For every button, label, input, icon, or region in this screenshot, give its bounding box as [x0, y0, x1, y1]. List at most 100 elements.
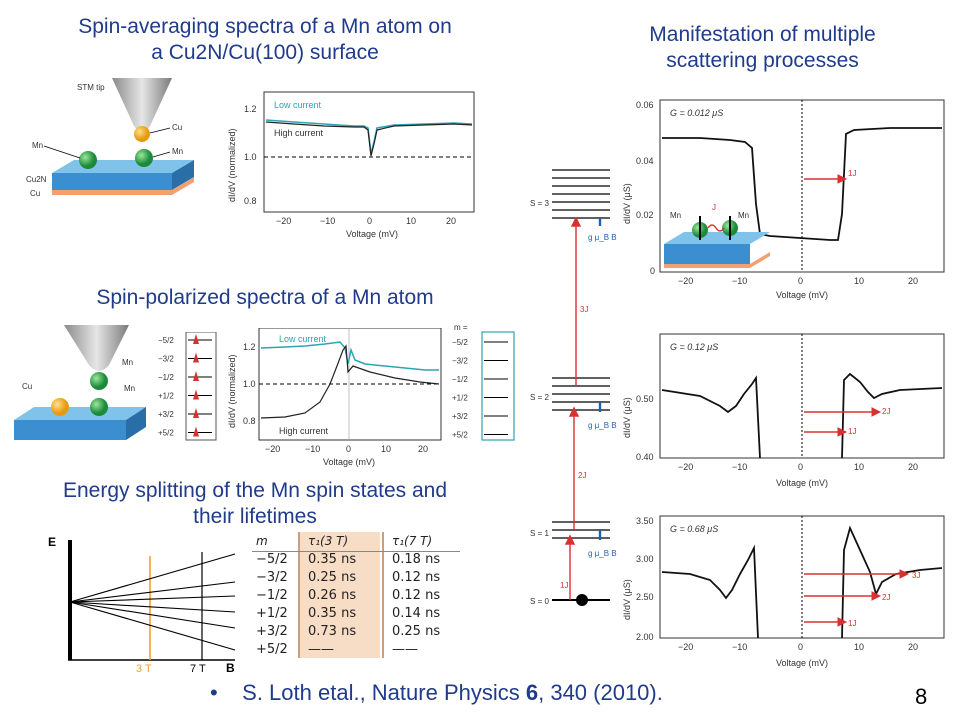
m-level-ladder-right: m = −5/2 −3/2 −1/2 +1/2 +3/2 +5/2	[452, 323, 515, 441]
plot-g012-xtick-1: −10	[732, 462, 747, 472]
heading-spin-averaging: Spin-averaging spectra of a Mn atom on a…	[20, 14, 510, 66]
table-cell: 0.12 ns	[392, 587, 441, 603]
plot-g068-arrow-label-2: 1J	[848, 619, 856, 628]
heading-multiple-scattering-line1: Manifestation of multiple	[649, 23, 876, 46]
surface-side	[172, 160, 194, 190]
stm-tip2-shape	[64, 325, 129, 371]
heading-spin-polarized: Spin-polarized spectra of a Mn atom	[96, 286, 434, 309]
table-cell: ——	[308, 641, 334, 657]
plot-g068-ytick-2: 2.50	[636, 592, 654, 602]
lvlR-label-5: +5/2	[452, 431, 468, 440]
table-divider-2	[382, 532, 384, 658]
mn-atom-left	[79, 151, 97, 169]
table-cell: 0.73 ns	[308, 623, 357, 639]
plot-g012-ytick-0: 0.50	[636, 394, 654, 404]
lifetime-table: m τ₁(3 T) τ₁(7 T) −5/2 0.35 ns 0.18 ns −3/2 0.2…	[252, 532, 460, 658]
plot1-xtick-0: −20	[276, 216, 291, 226]
energy-axis-label: E	[48, 535, 56, 549]
plot-g068-arrow-label-1: 2J	[882, 593, 890, 602]
lvlL-spin-arrow-5	[193, 426, 199, 437]
ground-state-dot	[576, 594, 588, 606]
plot1-xtick-4: 20	[446, 216, 456, 226]
plot1-legend-low: Low current	[274, 100, 322, 110]
stm-schematic-polarized: Mn Mn Cu	[14, 325, 146, 440]
gmub-s3: g μ_B B	[588, 233, 617, 242]
table-row: −1/2 0.26 ns 0.12 ns	[252, 586, 460, 604]
cu-surface-label: Cu	[22, 382, 32, 391]
plot-g068-xtick-1: −10	[732, 642, 747, 652]
lvlL-label-2: −1/2	[158, 373, 174, 382]
table-divider-1	[298, 532, 300, 658]
tick-3t: 3 T	[136, 663, 152, 672]
table-row: +5/2 —— ——	[252, 640, 460, 658]
table-row: −5/2 0.35 ns 0.18 ns	[252, 550, 460, 568]
plot1-ytick-0: 1.2	[244, 104, 257, 114]
zeeman-fan-lines	[69, 553, 236, 651]
table-cell: 0.25 ns	[392, 623, 441, 639]
surface-front	[52, 173, 172, 190]
heading-multiple-scattering: Manifestation of multiple scattering pro…	[600, 22, 925, 74]
table-body: m τ₁(3 T) τ₁(7 T) −5/2 0.35 ns 0.18 ns −3/2 0.2…	[252, 532, 460, 658]
table-header-row: m τ₁(3 T) τ₁(7 T)	[252, 532, 460, 550]
plot-g012-arrow-label-1: 1J	[848, 427, 856, 436]
table-cell: 0.26 ns	[308, 587, 357, 603]
plot-g012-xlabel: Voltage (mV)	[776, 478, 828, 488]
mn-atom-tip	[90, 372, 108, 390]
plot-g012-arrow-label-0: 2J	[882, 407, 890, 416]
plot-g068-ytick-1: 3.00	[636, 554, 654, 564]
plot-g068-xtick-3: 10	[854, 642, 864, 652]
surface-top	[52, 160, 194, 173]
table-row: −3/2 0.25 ns 0.12 ns	[252, 568, 460, 586]
plot1-xtick-1: −10	[320, 216, 335, 226]
lvlL-spin-arrow-4	[193, 408, 199, 418]
plot-g0012-label: G = 0.012 μS	[670, 108, 723, 118]
plot-g068-ytick-0: 3.50	[636, 516, 654, 526]
stm-schematic-averaging: STM tip Cu Mn Mn Cu2N Cu	[26, 78, 194, 198]
heading-energy-splitting-line1: Energy splitting of the Mn spin states a…	[62, 479, 448, 502]
lvlR-label-4: +3/2	[452, 412, 468, 421]
plot-g0012-xtick-0: −20	[678, 276, 693, 286]
table-cell: +5/2	[256, 641, 288, 657]
citation-suffix: , 340 (2010).	[538, 680, 663, 705]
stm-tip-label: STM tip	[77, 83, 105, 92]
plot1-ytick-2: 0.8	[244, 196, 257, 206]
plot2-xtick-0: −20	[265, 444, 280, 454]
plot-g0012-xtick-4: 20	[908, 276, 918, 286]
plot-g0012-ytick-0: 0.06	[636, 100, 654, 110]
lvlR-label-1: −3/2	[452, 357, 468, 366]
level-s0: S = 0	[530, 597, 549, 606]
lvlL-spin-arrow-0	[193, 334, 199, 344]
table-row: +3/2 0.73 ns 0.25 ns	[252, 622, 460, 640]
cu-substrate	[52, 177, 194, 195]
table-header-cell: τ₁(3 T)	[308, 534, 349, 548]
plot1-ytick-1: 1.0	[244, 152, 257, 162]
plot-g012-ytick-1: 0.40	[636, 452, 654, 462]
plot2-high-current-curve	[260, 344, 440, 419]
plot2-low-current-curve	[260, 341, 439, 371]
citation: • S. Loth etal., Nature Physics 6, 340 (…	[210, 680, 663, 706]
m-ladder-header: m =	[454, 323, 468, 332]
plot-g0012-xtick-2: 0	[798, 276, 803, 286]
mn-atom-right	[135, 149, 153, 167]
table-cell: 0.14 ns	[392, 605, 441, 621]
label-1j: 1J	[560, 581, 568, 590]
table-header-cell: m	[256, 534, 268, 548]
lvlL-spin-arrow-2	[193, 371, 199, 381]
plot-g068-ytick-3: 2.00	[636, 632, 654, 642]
citation-volume: 6	[525, 680, 539, 705]
level-s3: S = 3	[530, 199, 549, 208]
plot-g068-xtick-2: 0	[798, 642, 803, 652]
plot-g012-xtick-0: −20	[678, 462, 693, 472]
plot2-xtick-1: −10	[305, 444, 320, 454]
zeeman-energy-diagram: E B 3 T 7 T	[48, 535, 236, 672]
plot-g0012-ytick-2: 0.02	[636, 210, 654, 220]
plot-spin-averaging: Low current High current 1.2 1.0 0.8 −20…	[227, 91, 475, 239]
cu2n-label: Cu2N	[26, 175, 47, 184]
table-cell: +1/2	[256, 605, 288, 621]
table-cell: +3/2	[256, 623, 288, 639]
inset-j: J	[712, 203, 716, 212]
plot-g0012-ylabel: dI/dV (μS)	[622, 183, 632, 224]
lvlL-label-0: −5/2	[158, 336, 174, 345]
level-s2: S = 2	[530, 393, 549, 402]
field-axis-label: B	[226, 661, 235, 672]
